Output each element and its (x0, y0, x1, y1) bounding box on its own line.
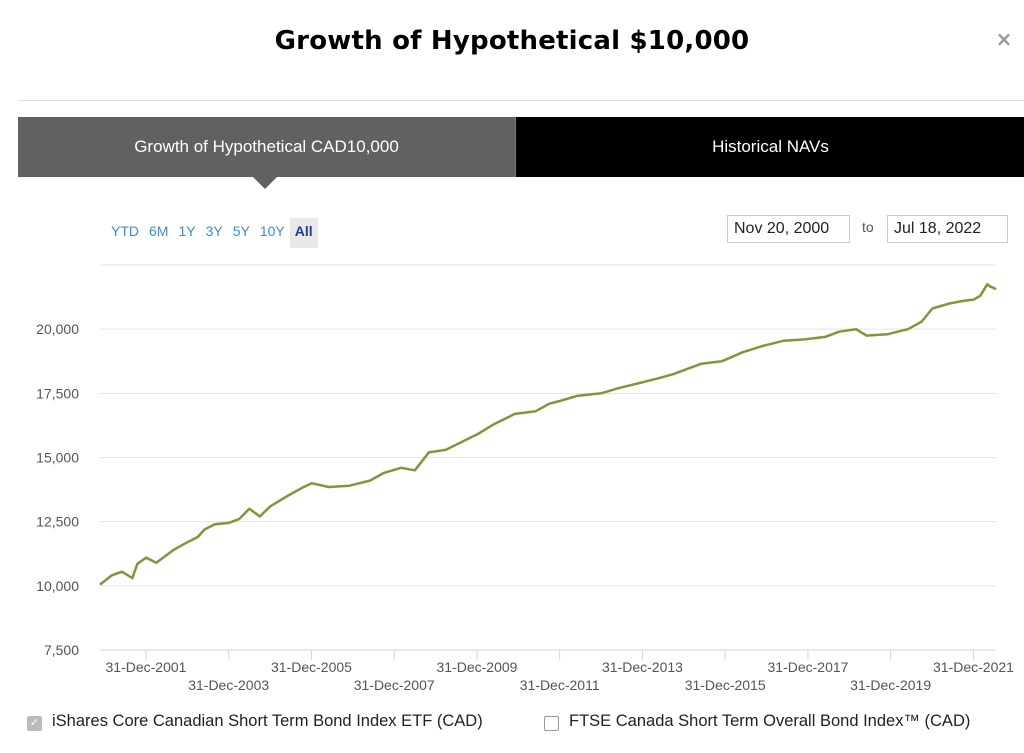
y-tick-label: 17,500 (36, 385, 79, 401)
range-button-all[interactable]: All (289, 218, 318, 248)
x-tick-label: 31-Dec-2015 (685, 677, 766, 693)
range-button-3y[interactable]: 3Y (205, 223, 223, 239)
tab-growth-label: Growth of Hypothetical CAD10,000 (134, 137, 399, 156)
modal-title: Growth of Hypothetical $10,000 (274, 26, 750, 56)
x-tick-label: 31-Dec-2007 (354, 677, 435, 693)
growth-chart: 7,500 10,000 12,500 15,000 17,500 20,000 31-D… (36, 264, 1014, 693)
x-axis: 31-Dec-2001 31-Dec-2005 31-Dec-2009 31-Dec-… (100, 649, 1014, 693)
tab-growth[interactable]: Growth of Hypothetical CAD10,000 (18, 117, 515, 189)
date-range-separator: to (862, 219, 874, 235)
x-tick-label: 31-Dec-2009 (437, 659, 518, 675)
legend-label-ftse: FTSE Canada Short Term Overall Bond Inde… (569, 712, 971, 730)
x-tick-label: 31-Dec-2005 (271, 659, 352, 675)
x-tick-label: 31-Dec-2021 (933, 659, 1014, 675)
range-button-10y[interactable]: 10Y (259, 223, 285, 239)
x-tick-label: 31-Dec-2019 (850, 677, 931, 693)
range-button-5y[interactable]: 5Y (232, 223, 250, 239)
legend-checkbox-ishares[interactable]: ✓ (27, 716, 42, 731)
range-button-1y[interactable]: 1Y (178, 223, 196, 239)
header-divider (18, 100, 1024, 101)
legend-item-ishares[interactable]: ✓ iShares Core Canadian Short Term Bond … (27, 712, 497, 731)
legend-checkbox-ftse[interactable] (544, 716, 559, 731)
tab-historical-navs[interactable]: Historical NAVs (515, 117, 1024, 177)
range-button-6m[interactable]: 6M (149, 223, 169, 239)
x-tick-label: 31-Dec-2017 (767, 659, 848, 675)
chart-series (99, 283, 997, 586)
legend-label-ishares: iShares Core Canadian Short Term Bond In… (52, 712, 483, 730)
legend-item-ftse[interactable]: FTSE Canada Short Term Overall Bond Inde… (544, 712, 1024, 731)
range-button-ytd[interactable]: YTD (111, 223, 139, 239)
y-tick-label: 15,000 (36, 450, 79, 466)
tab-bar: Growth of Hypothetical CAD10,000 Histori… (18, 117, 1024, 189)
date-from-input[interactable]: Nov 20, 2000 (727, 215, 850, 243)
series-line-ishares (99, 283, 997, 586)
chart-grid (100, 264, 996, 651)
active-tab-caret-icon (253, 177, 277, 189)
date-to-input[interactable]: Jul 18, 2022 (887, 215, 1008, 243)
x-tick-label: 31-Dec-2013 (602, 659, 683, 675)
x-tick-label: 31-Dec-2003 (188, 677, 269, 693)
y-tick-label: 20,000 (36, 321, 79, 337)
range-selector: YTD 6M 1Y 3Y 5Y 10Y All (106, 218, 318, 248)
y-tick-label: 7,500 (44, 642, 79, 658)
y-tick-label: 10,000 (36, 578, 79, 594)
tab-historical-navs-label: Historical NAVs (712, 137, 829, 156)
x-tick-label: 31-Dec-2011 (520, 677, 600, 693)
y-axis: 7,500 10,000 12,500 15,000 17,500 20,000 (36, 321, 79, 658)
close-icon[interactable]: × (995, 27, 1013, 51)
x-tick-label: 31-Dec-2001 (106, 659, 187, 675)
y-tick-label: 12,500 (36, 514, 79, 530)
